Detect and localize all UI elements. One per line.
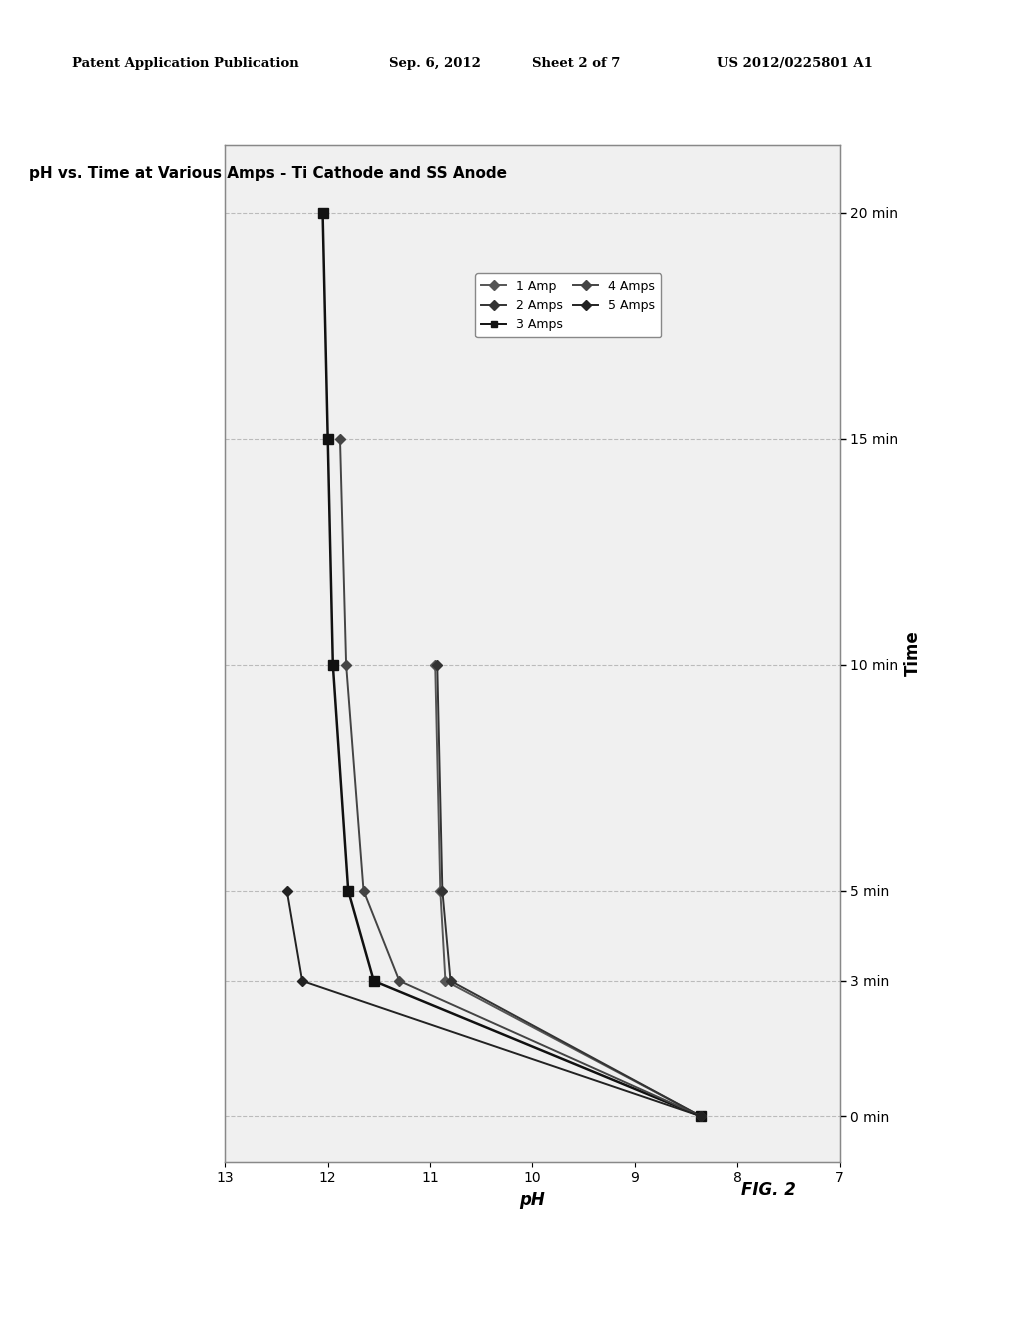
Line: 3 Amps: 3 Amps (317, 209, 707, 1121)
Line: 5 Amps: 5 Amps (284, 887, 705, 1119)
Line: 1 Amp: 1 Amp (432, 661, 705, 1119)
3 Amps (695, 1109, 708, 1125)
4 Amps (357, 883, 370, 899)
1 Amp (695, 1109, 708, 1125)
2 Amps (695, 1109, 708, 1125)
3 Amps (322, 430, 334, 446)
3 Amps (316, 205, 329, 220)
4 Amps (334, 430, 346, 446)
4 Amps (393, 973, 406, 989)
5 Amps (296, 973, 308, 989)
Text: Sheet 2 of 7: Sheet 2 of 7 (532, 57, 621, 70)
Legend: 1 Amp, 2 Amps, 3 Amps, 4 Amps, 5 Amps: 1 Amp, 2 Amps, 3 Amps, 4 Amps, 5 Amps (475, 273, 662, 338)
X-axis label: pH: pH (519, 1191, 546, 1209)
3 Amps (368, 973, 380, 989)
4 Amps (340, 657, 352, 673)
Text: FIG. 2: FIG. 2 (740, 1180, 796, 1199)
5 Amps (281, 883, 293, 899)
Line: 4 Amps: 4 Amps (337, 436, 705, 1119)
1 Amp (439, 973, 452, 989)
1 Amp (434, 883, 446, 899)
2 Amps (444, 973, 457, 989)
1 Amp (429, 657, 441, 673)
3 Amps (327, 657, 339, 673)
4 Amps (695, 1109, 708, 1125)
Line: 2 Amps: 2 Amps (434, 661, 705, 1119)
2 Amps (436, 883, 449, 899)
Text: Patent Application Publication: Patent Application Publication (72, 57, 298, 70)
3 Amps (342, 883, 354, 899)
Y-axis label: Time: Time (904, 631, 922, 676)
Text: pH vs. Time at Various Amps - Ti Cathode and SS Anode: pH vs. Time at Various Amps - Ti Cathode… (29, 165, 507, 181)
Text: US 2012/0225801 A1: US 2012/0225801 A1 (717, 57, 872, 70)
2 Amps (431, 657, 443, 673)
5 Amps (695, 1109, 708, 1125)
Text: Sep. 6, 2012: Sep. 6, 2012 (389, 57, 481, 70)
